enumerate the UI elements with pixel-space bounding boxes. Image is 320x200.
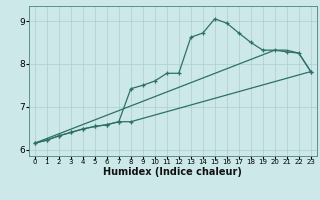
X-axis label: Humidex (Indice chaleur): Humidex (Indice chaleur) bbox=[103, 167, 242, 177]
